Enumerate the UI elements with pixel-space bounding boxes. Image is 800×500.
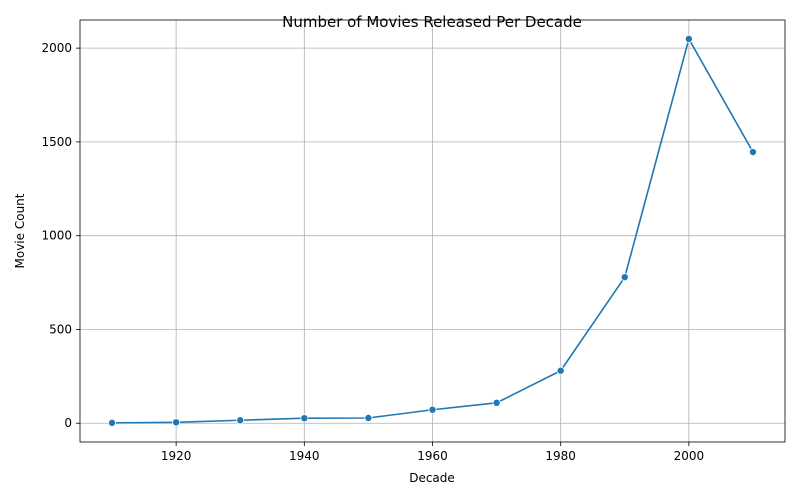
data-point — [684, 34, 693, 43]
data-point — [748, 148, 757, 157]
y-tick-label: 500 — [49, 322, 72, 336]
axis-ticks: 1920 1940 1960 1980 2000 0 500 1000 1500 2000 — [41, 41, 704, 463]
chart-title: Number of Movies Released Per Decade — [282, 13, 582, 31]
grid-lines — [80, 20, 785, 442]
data-point — [556, 366, 565, 375]
x-tick-label: 1960 — [417, 449, 448, 463]
x-axis-label: Decade — [409, 471, 455, 485]
data-point — [492, 398, 501, 407]
data-point — [364, 413, 373, 422]
plot-frame — [79, 19, 786, 443]
x-tick-label: 2000 — [674, 449, 705, 463]
data-point — [620, 273, 629, 282]
y-tick-label: 1000 — [41, 229, 72, 243]
data-point — [428, 405, 437, 414]
data-point — [172, 418, 181, 427]
y-tick-label: 1500 — [41, 135, 72, 149]
data-point — [108, 418, 117, 427]
x-tick-label: 1920 — [161, 449, 192, 463]
y-tick-label: 0 — [64, 416, 72, 430]
data-point — [300, 414, 309, 423]
series-layer — [108, 34, 757, 427]
y-tick-label: 2000 — [41, 41, 72, 55]
y-axis-label: Movie Count — [13, 193, 27, 268]
x-tick-label: 1980 — [545, 449, 576, 463]
data-point — [236, 416, 245, 425]
x-tick-label: 1940 — [289, 449, 320, 463]
